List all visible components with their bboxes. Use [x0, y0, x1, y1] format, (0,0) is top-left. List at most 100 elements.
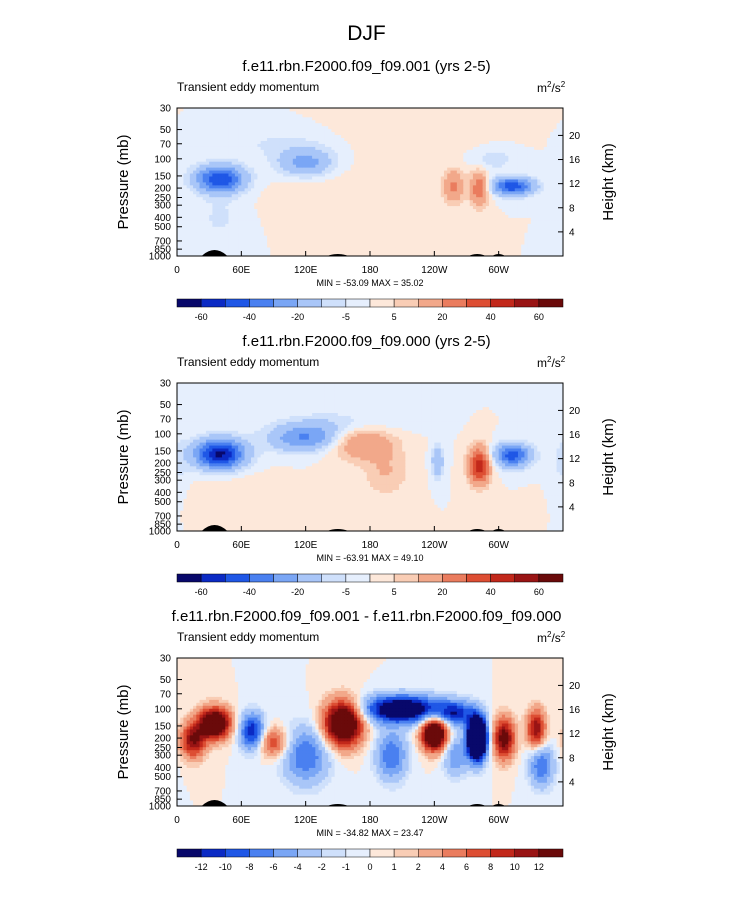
heatmap-cell — [205, 158, 210, 162]
heatmap-cell — [353, 182, 358, 186]
heatmap-cell — [305, 226, 310, 230]
heatmap-cell — [331, 179, 336, 183]
heatmap-cell — [321, 182, 326, 186]
heatmap-cell — [508, 244, 512, 248]
heatmap-cell — [177, 184, 181, 189]
heatmap-cell — [408, 208, 413, 212]
heatmap-cell — [524, 196, 529, 201]
heatmap-cell — [241, 253, 245, 257]
heatmap-cell — [312, 170, 316, 174]
heatmap-cell — [260, 214, 265, 218]
heatmap-cell — [289, 158, 294, 162]
heatmap-cell — [370, 232, 374, 236]
heatmap-cell — [360, 241, 364, 245]
heatmap-cell — [550, 232, 554, 236]
heatmap-cell — [360, 161, 364, 165]
heatmap-cell — [379, 179, 384, 183]
heatmap-cell — [363, 134, 368, 138]
heatmap-cell — [379, 211, 384, 215]
heatmap-cell — [427, 241, 432, 245]
heatmap-cell — [489, 214, 493, 218]
heatmap-cell — [527, 176, 532, 180]
heatmap-cell — [408, 202, 413, 207]
heatmap-cell — [559, 220, 564, 224]
heatmap-cell — [376, 196, 381, 201]
heatmap-cell — [479, 205, 483, 210]
heatmap-cell — [466, 152, 471, 156]
heatmap-cell — [421, 247, 426, 251]
heatmap-cell — [517, 244, 522, 248]
heatmap-cell — [244, 205, 249, 210]
heatmap-cell — [556, 199, 561, 204]
heatmap-cell — [308, 179, 313, 183]
heatmap-cell — [222, 235, 226, 239]
heatmap-cell — [321, 131, 326, 136]
heatmap-cell — [279, 182, 284, 186]
heatmap-cell — [347, 149, 352, 153]
heatmap-cell — [508, 202, 512, 207]
heatmap-cell — [189, 205, 194, 210]
heatmap-cell — [427, 179, 432, 183]
heatmap-cell — [482, 190, 487, 195]
heatmap-cell — [228, 247, 233, 251]
heatmap-cell — [511, 149, 516, 153]
heatmap-cell — [517, 223, 522, 227]
heatmap-cell — [218, 176, 223, 180]
heatmap-cell — [373, 205, 377, 210]
heatmap-cell — [530, 208, 535, 212]
heatmap-cell — [517, 202, 522, 207]
heatmap-cell — [177, 199, 181, 204]
heatmap-cell — [524, 146, 529, 150]
heatmap-cell — [472, 202, 477, 207]
heatmap-cell — [427, 173, 432, 177]
heatmap-cell — [247, 187, 252, 192]
heatmap-cell — [501, 176, 506, 180]
heatmap-cell — [389, 176, 393, 180]
heatmap-cell — [402, 167, 406, 171]
heatmap-cell — [434, 155, 438, 159]
heatmap-cell — [521, 158, 525, 162]
heatmap-cell — [231, 202, 236, 207]
heatmap-cell — [376, 217, 381, 221]
heatmap-cell — [250, 161, 255, 165]
heatmap-cell — [218, 211, 223, 215]
heatmap-cell — [283, 244, 287, 248]
heatmap-cell — [218, 137, 223, 141]
heatmap-cell — [334, 220, 339, 224]
heatmap-cell — [257, 223, 262, 227]
heatmap-cell — [476, 184, 480, 189]
heatmap-cell — [331, 220, 336, 224]
heatmap-cell — [347, 217, 352, 221]
heatmap-cell — [402, 202, 406, 207]
heatmap-cell — [489, 161, 493, 165]
heatmap-cell — [324, 217, 329, 221]
heatmap-cell — [434, 158, 438, 162]
heatmap-cell — [276, 164, 281, 168]
heatmap-cell — [328, 208, 332, 212]
heatmap-cell — [196, 214, 200, 218]
heatmap-cell — [392, 146, 397, 150]
heatmap-cell — [524, 143, 529, 147]
heatmap-cell — [299, 184, 303, 189]
heatmap-cell — [283, 140, 287, 144]
heatmap-cell — [334, 205, 339, 210]
heatmap-cell — [553, 232, 557, 236]
heatmap-cell — [453, 155, 458, 159]
heatmap-cell — [379, 226, 384, 230]
heatmap-cell — [341, 190, 345, 195]
heatmap-cell — [279, 247, 284, 251]
heatmap-cell — [427, 196, 432, 201]
heatmap-cell — [257, 190, 262, 195]
heatmap-cell — [305, 143, 310, 147]
heatmap-cell — [196, 167, 200, 171]
heatmap-cell — [292, 176, 297, 180]
heatmap-cell — [476, 143, 480, 147]
heatmap-cell — [450, 149, 455, 153]
heatmap-cell — [279, 229, 284, 233]
heatmap-cell — [434, 176, 438, 180]
heatmap-cell — [511, 196, 516, 201]
heatmap-cell — [283, 149, 287, 153]
heatmap-cell — [357, 170, 361, 174]
heatmap-cell — [398, 184, 403, 189]
heatmap-cell — [398, 161, 403, 165]
